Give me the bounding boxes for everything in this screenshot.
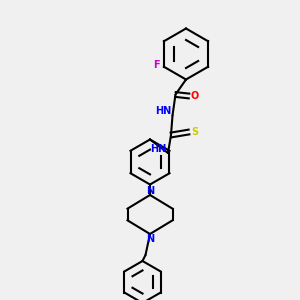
- Text: F: F: [153, 60, 160, 70]
- Text: O: O: [190, 91, 199, 101]
- Text: N: N: [146, 185, 154, 196]
- Text: HN: HN: [155, 106, 171, 116]
- Text: N: N: [146, 233, 154, 244]
- Text: HN: HN: [150, 144, 167, 154]
- Text: S: S: [191, 127, 199, 137]
